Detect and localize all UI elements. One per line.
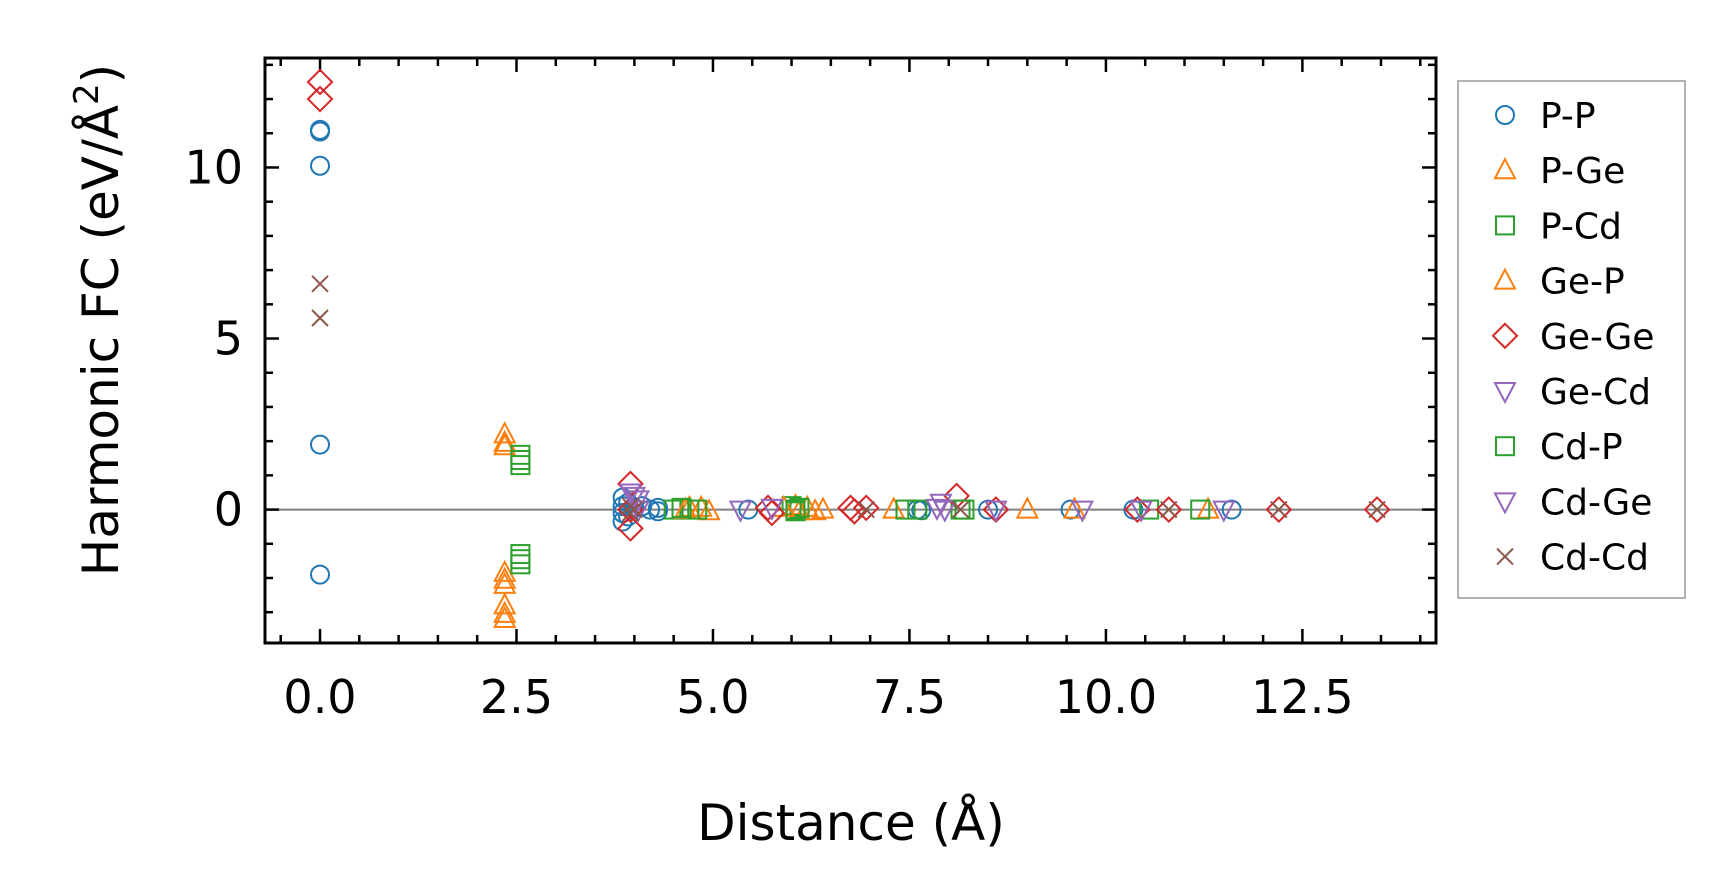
x-tick-label: 10.0	[1055, 670, 1157, 724]
x-axis-label: Distance (Å)	[697, 794, 1005, 852]
legend-label: Cd-P	[1540, 427, 1623, 468]
y-axis-label: Harmonic FC (eV/Å2)	[67, 64, 130, 576]
chart-figure: 0.0 2.5 5.0 7.5 10.0 12.5 0 5 10 Distance (Å) Ha…	[0, 0, 1730, 883]
legend-label: P-Cd	[1540, 206, 1622, 247]
legend-label: Ge-P	[1540, 262, 1625, 303]
legend-label: Ge-Cd	[1540, 372, 1651, 413]
legend-label: P-P	[1540, 96, 1596, 137]
y-tick-label: 10	[184, 140, 243, 194]
y-axis-label-superscript: 2	[67, 83, 107, 105]
x-tick-label: 0.0	[283, 670, 356, 724]
legend-label: Ge-Ge	[1540, 317, 1654, 358]
legend-label: Cd-Cd	[1540, 538, 1649, 579]
legend: P-P P-Ge P-Cd Ge-P Ge-Ge Ge-Cd Cd-P Cd-Ge Cd-Cd	[1458, 81, 1685, 598]
y-tick-label: 5	[214, 312, 243, 366]
y-tick-label: 0	[214, 483, 243, 537]
y-axis-label-main: Harmonic FC (eV/Å	[72, 105, 130, 576]
x-tick-label: 2.5	[480, 670, 553, 724]
y-axis-label-end: )	[72, 64, 130, 84]
x-tick-label: 7.5	[873, 670, 946, 724]
legend-label: P-Ge	[1540, 151, 1625, 192]
legend-label: Cd-Ge	[1540, 482, 1652, 523]
x-tick-label: 12.5	[1251, 670, 1353, 724]
x-tick-label: 5.0	[676, 670, 749, 724]
